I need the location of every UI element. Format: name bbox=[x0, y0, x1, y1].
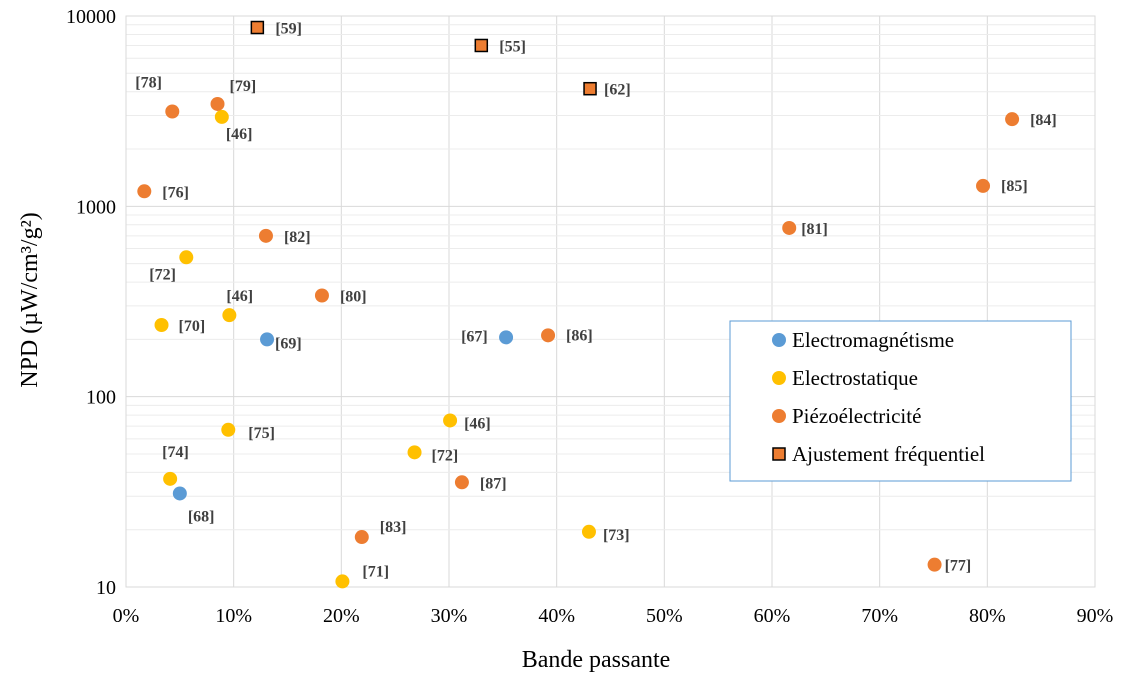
legend-marker bbox=[772, 333, 786, 347]
data-point bbox=[407, 445, 422, 460]
data-point-label: [62] bbox=[604, 82, 631, 99]
data-point-label: [68] bbox=[188, 508, 215, 525]
data-point bbox=[163, 471, 178, 486]
data-point bbox=[258, 228, 273, 243]
data-point bbox=[179, 250, 194, 265]
y-tick-label: 100 bbox=[86, 387, 116, 409]
x-tick-label: 40% bbox=[538, 605, 575, 627]
data-point-label: [72] bbox=[432, 447, 459, 464]
legend-label: Ajustement fréquentiel bbox=[792, 442, 985, 466]
data-point-label: [46] bbox=[226, 126, 253, 143]
data-point-label: [82] bbox=[284, 229, 311, 246]
data-point-square bbox=[474, 38, 489, 53]
data-point-label: [71] bbox=[362, 563, 389, 580]
y-tick-label: 1000 bbox=[76, 196, 116, 218]
x-tick-label: 30% bbox=[431, 605, 468, 627]
y-tick-label: 10000 bbox=[66, 6, 116, 28]
legend-marker bbox=[772, 371, 786, 385]
data-point-label: [46] bbox=[226, 288, 253, 305]
data-point-label: [81] bbox=[801, 221, 828, 238]
data-point-label: [87] bbox=[480, 475, 507, 492]
legend-label: Electrostatique bbox=[792, 366, 918, 390]
data-point bbox=[454, 475, 469, 490]
plot-frame bbox=[125, 15, 1096, 588]
data-point bbox=[314, 288, 329, 303]
data-point-label: [73] bbox=[603, 527, 630, 544]
data-point-label: [86] bbox=[566, 327, 593, 344]
data-point bbox=[499, 330, 514, 345]
legend-label: Piézoélectricité bbox=[792, 404, 921, 428]
grid-lines bbox=[125, 15, 1096, 588]
legend-marker bbox=[772, 409, 786, 423]
data-point-label: [72] bbox=[149, 266, 176, 283]
data-point bbox=[927, 557, 942, 572]
data-point-square bbox=[250, 20, 265, 35]
data-point-label: [77] bbox=[945, 558, 972, 575]
data-point-label: [78] bbox=[135, 74, 162, 91]
data-point-label: [67] bbox=[461, 328, 488, 345]
data-point-label: [85] bbox=[1001, 178, 1028, 195]
data-point bbox=[210, 96, 225, 111]
data-point-label: [74] bbox=[162, 444, 189, 461]
data-point bbox=[221, 422, 236, 437]
legend-label: Electromagnétisme bbox=[792, 328, 954, 352]
y-axis-ticks: 10 100 1000 10000 bbox=[66, 6, 116, 599]
x-tick-label: 10% bbox=[215, 605, 252, 627]
data-point bbox=[541, 328, 556, 343]
data-point bbox=[154, 317, 169, 332]
data-point bbox=[1005, 112, 1020, 127]
data-point bbox=[165, 104, 180, 119]
data-point-label: [69] bbox=[275, 335, 302, 352]
x-tick-label: 80% bbox=[969, 605, 1006, 627]
x-tick-label: 0% bbox=[113, 605, 140, 627]
x-tick-label: 70% bbox=[861, 605, 898, 627]
y-tick-label: 10 bbox=[96, 577, 116, 599]
y-axis-title: NPD (µW/cm³/g²) bbox=[17, 212, 43, 388]
data-point-square bbox=[583, 81, 597, 96]
data-point-label: [83] bbox=[380, 519, 407, 536]
data-point bbox=[354, 530, 369, 545]
data-point bbox=[260, 332, 275, 347]
data-point bbox=[581, 524, 596, 539]
data-point bbox=[976, 178, 991, 193]
data-point-label: [59] bbox=[275, 21, 302, 38]
data-point-label: [75] bbox=[248, 425, 275, 442]
data-point-label: [80] bbox=[340, 289, 367, 306]
data-point-label: [46] bbox=[464, 415, 491, 432]
x-tick-label: 90% bbox=[1077, 605, 1114, 627]
data-point bbox=[137, 184, 152, 199]
legend-marker bbox=[772, 447, 786, 461]
x-tick-label: 60% bbox=[754, 605, 791, 627]
x-tick-label: 20% bbox=[323, 605, 360, 627]
legend: Electromagnétisme Electrostatique Piézoéle… bbox=[729, 320, 1072, 482]
data-point bbox=[222, 308, 237, 323]
data-point bbox=[172, 486, 187, 501]
data-point-label: [70] bbox=[179, 318, 206, 335]
data-point-label: [79] bbox=[230, 78, 257, 95]
legend-box bbox=[729, 320, 1072, 482]
data-point bbox=[335, 574, 350, 589]
x-axis-title: Bande passante bbox=[522, 647, 671, 673]
data-points: [69] [67] [68] [46] [72] [46] [70] [75] [46] [72]… bbox=[135, 20, 1057, 589]
data-point-label: [76] bbox=[162, 184, 189, 201]
data-point bbox=[443, 413, 458, 428]
data-point bbox=[782, 220, 797, 235]
x-axis-ticks: 0% 10% 20% 30% 40% 50% 60% 70% 80% 90% bbox=[113, 605, 1114, 627]
x-tick-label: 50% bbox=[646, 605, 683, 627]
data-point-label: [55] bbox=[499, 38, 526, 55]
data-point bbox=[214, 109, 229, 124]
data-point-label: [84] bbox=[1030, 112, 1057, 129]
